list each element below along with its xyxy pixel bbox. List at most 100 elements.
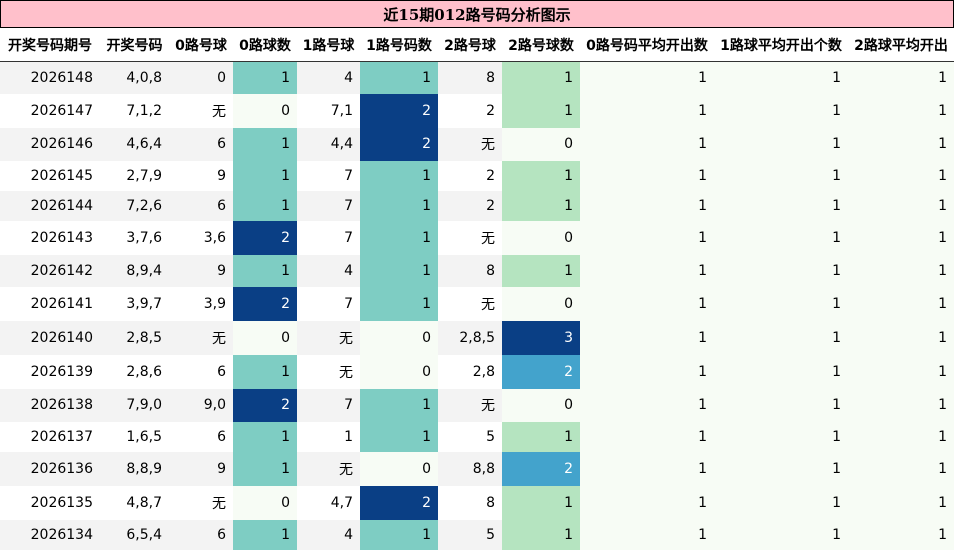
cell-route1-balls: 4 xyxy=(297,61,360,94)
cell-route2-count: 2 xyxy=(502,354,580,389)
cell-route0-count: 1 xyxy=(233,61,297,94)
cell-route0-avg: 1 xyxy=(580,220,714,255)
cell-route0-balls: 9 xyxy=(169,160,233,191)
table-row: 2026138 7,9,0 9,0 2 7 1 无 0 1 1 1 xyxy=(0,388,954,422)
cell-number: 7,2,6 xyxy=(100,190,169,221)
cell-route1-avg: 1 xyxy=(714,519,848,550)
cell-route0-count: 1 xyxy=(233,354,297,389)
cell-route1-avg: 1 xyxy=(714,220,848,255)
cell-route0-count: 1 xyxy=(233,160,297,191)
cell-route0-balls: 9 xyxy=(169,254,233,287)
cell-route2-balls: 8 xyxy=(438,254,502,287)
cell-route2-avg: 1 xyxy=(848,190,954,221)
cell-route1-count: 2 xyxy=(360,127,438,161)
cell-number: 4,8,7 xyxy=(100,485,169,520)
cell-route2-count: 1 xyxy=(502,254,580,287)
cell-route1-count: 0 xyxy=(360,354,438,389)
cell-route2-avg: 1 xyxy=(848,160,954,191)
cell-route2-count: 1 xyxy=(502,93,580,128)
table-row: 2026137 1,6,5 6 1 1 1 5 1 1 1 1 xyxy=(0,421,954,452)
cell-number: 7,1,2 xyxy=(100,93,169,128)
cell-route2-count: 1 xyxy=(502,519,580,550)
cell-number: 7,9,0 xyxy=(100,388,169,422)
cell-route1-balls: 无 xyxy=(297,451,360,486)
cell-number: 2,8,6 xyxy=(100,354,169,389)
cell-route0-balls: 6 xyxy=(169,127,233,161)
cell-route2-balls: 2 xyxy=(438,190,502,221)
cell-route2-avg: 1 xyxy=(848,220,954,255)
cell-route2-balls: 无 xyxy=(438,286,502,321)
cell-route2-balls: 无 xyxy=(438,388,502,422)
cell-route0-count: 1 xyxy=(233,254,297,287)
cell-period: 2026135 xyxy=(0,485,100,520)
cell-route1-avg: 1 xyxy=(714,254,848,287)
table-row: 2026134 6,5,4 6 1 4 1 5 1 1 1 1 xyxy=(0,519,954,550)
cell-route1-balls: 7 xyxy=(297,190,360,221)
cell-route1-count: 1 xyxy=(360,286,438,321)
cell-route1-count: 1 xyxy=(360,190,438,221)
table-row: 2026144 7,2,6 6 1 7 1 2 1 1 1 1 xyxy=(0,190,954,221)
cell-route0-balls: 6 xyxy=(169,354,233,389)
cell-route1-balls: 7 xyxy=(297,160,360,191)
cell-route0-count: 1 xyxy=(233,451,297,486)
cell-route2-balls: 2,8 xyxy=(438,354,502,389)
cell-route2-count: 1 xyxy=(502,421,580,452)
cell-route2-avg: 1 xyxy=(848,286,954,321)
cell-route1-avg: 1 xyxy=(714,421,848,452)
cell-route1-balls: 1 xyxy=(297,421,360,452)
cell-route1-avg: 1 xyxy=(714,485,848,520)
cell-route1-balls: 4,7 xyxy=(297,485,360,520)
header-row: 开奖号码期号 开奖号码 0路号球 0路球数 1路号球 1路号码数 2路号球 2路号球数 0路号码… xyxy=(0,28,954,62)
cell-period: 2026136 xyxy=(0,451,100,486)
header-route0-balls: 0路号球 xyxy=(169,28,233,62)
cell-route1-count: 1 xyxy=(360,519,438,550)
cell-route0-balls: 无 xyxy=(169,320,233,355)
cell-route0-avg: 1 xyxy=(580,127,714,161)
table-row: 2026148 4,0,8 0 1 4 1 8 1 1 1 1 xyxy=(0,61,954,94)
cell-route2-avg: 1 xyxy=(848,93,954,128)
cell-route2-avg: 1 xyxy=(848,354,954,389)
cell-route1-avg: 1 xyxy=(714,127,848,161)
cell-route0-balls: 6 xyxy=(169,421,233,452)
cell-route0-balls: 0 xyxy=(169,61,233,94)
cell-period: 2026146 xyxy=(0,127,100,161)
table-row: 2026140 2,8,5 无 0 无 0 2,8,5 3 1 1 1 xyxy=(0,320,954,355)
cell-route2-count: 0 xyxy=(502,220,580,255)
cell-route0-count: 0 xyxy=(233,485,297,520)
cell-route0-avg: 1 xyxy=(580,354,714,389)
cell-route1-balls: 无 xyxy=(297,320,360,355)
cell-route0-count: 0 xyxy=(233,93,297,128)
cell-route1-avg: 1 xyxy=(714,388,848,422)
header-route2-count: 2路号球数 xyxy=(502,28,580,62)
cell-route2-balls: 2 xyxy=(438,160,502,191)
cell-route1-count: 0 xyxy=(360,320,438,355)
cell-route1-count: 2 xyxy=(360,485,438,520)
cell-number: 4,0,8 xyxy=(100,61,169,94)
cell-period: 2026144 xyxy=(0,190,100,221)
cell-route2-balls: 8 xyxy=(438,61,502,94)
table-row: 2026135 4,8,7 无 0 4,7 2 8 1 1 1 1 xyxy=(0,485,954,520)
header-route1-balls: 1路号球 xyxy=(297,28,360,62)
cell-route0-count: 2 xyxy=(233,388,297,422)
cell-route1-balls: 4 xyxy=(297,519,360,550)
cell-route1-avg: 1 xyxy=(714,286,848,321)
cell-period: 2026139 xyxy=(0,354,100,389)
cell-route2-avg: 1 xyxy=(848,127,954,161)
header-route0-count: 0路球数 xyxy=(233,28,297,62)
cell-route0-count: 0 xyxy=(233,320,297,355)
cell-period: 2026145 xyxy=(0,160,100,191)
cell-route0-balls: 6 xyxy=(169,519,233,550)
cell-period: 2026137 xyxy=(0,421,100,452)
cell-route2-avg: 1 xyxy=(848,485,954,520)
cell-route1-count: 1 xyxy=(360,160,438,191)
cell-route0-avg: 1 xyxy=(580,190,714,221)
cell-number: 3,9,7 xyxy=(100,286,169,321)
cell-route2-balls: 无 xyxy=(438,127,502,161)
cell-route2-balls: 8,8 xyxy=(438,451,502,486)
table-row: 2026142 8,9,4 9 1 4 1 8 1 1 1 1 xyxy=(0,254,954,287)
cell-route2-avg: 1 xyxy=(848,519,954,550)
cell-route1-count: 1 xyxy=(360,388,438,422)
table-row: 2026136 8,8,9 9 1 无 0 8,8 2 1 1 1 xyxy=(0,451,954,486)
cell-route0-avg: 1 xyxy=(580,254,714,287)
cell-route2-count: 1 xyxy=(502,190,580,221)
